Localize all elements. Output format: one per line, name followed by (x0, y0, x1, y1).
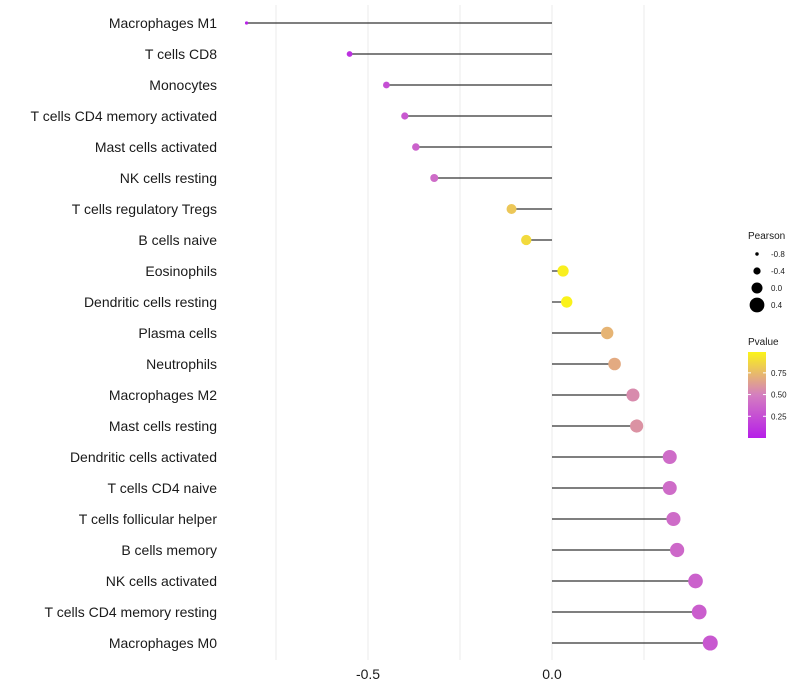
pearson-legend-label: 0.4 (771, 301, 783, 310)
lollipop-point (630, 419, 644, 433)
pearson-legend-label: -0.8 (771, 250, 785, 259)
x-axis-ticks: -0.5 0.0 (356, 666, 562, 682)
lollipop-point (506, 204, 517, 214)
lollipop-point (600, 326, 614, 340)
lollipop-points (244, 21, 718, 651)
lollipop-point (244, 21, 249, 25)
lollipop-point (430, 174, 439, 182)
category-label: T cells follicular helper (79, 511, 218, 527)
pearson-legend-key (751, 282, 763, 294)
category-label: NK cells resting (120, 170, 217, 186)
pvalue-legend-label: 0.50 (771, 391, 787, 400)
pearson-legend-label: -0.4 (771, 267, 785, 276)
category-label: Macrophages M2 (109, 387, 217, 403)
category-label: T cells CD4 memory resting (45, 604, 217, 620)
x-tick-label: -0.5 (356, 666, 380, 682)
pvalue-colorbar (748, 352, 766, 438)
lollipop-point (412, 143, 420, 151)
pvalue-color-legend: Pvalue 0.75 0.50 0.25 (748, 337, 787, 438)
pearson-legend-key (753, 267, 761, 275)
lollipop-point (662, 449, 677, 465)
pearson-size-legend: Pearson -0.8 -0.4 0.0 0.4 (748, 231, 785, 313)
x-tick-label: 0.0 (542, 666, 562, 682)
lollipop-point (626, 388, 640, 402)
category-label: Plasma cells (138, 325, 217, 341)
category-label: T cells CD4 memory activated (31, 108, 217, 124)
pearson-legend-key (755, 252, 759, 256)
pvalue-legend-title: Pvalue (748, 337, 779, 348)
category-label: B cells naive (138, 232, 217, 248)
lollipop-point (383, 81, 390, 89)
lollipop-point (688, 573, 703, 589)
lollipop-point (521, 234, 532, 246)
category-label: Macrophages M0 (109, 635, 217, 651)
category-label: Dendritic cells resting (84, 294, 217, 310)
category-label: NK cells activated (106, 573, 217, 589)
category-label: Monocytes (149, 77, 217, 93)
category-label: Mast cells resting (109, 418, 217, 434)
category-label: Mast cells activated (95, 139, 217, 155)
lollipop-point (691, 604, 707, 620)
category-label: Eosinophils (145, 263, 217, 279)
lollipop-point (662, 480, 677, 496)
lollipop-point (346, 51, 353, 57)
category-label: T cells CD8 (145, 46, 217, 62)
category-label: Dendritic cells activated (70, 449, 217, 465)
category-labels: Macrophages M1 T cells CD8 Monocytes T cell… (31, 15, 218, 651)
category-label: Macrophages M1 (109, 15, 217, 31)
category-label: Neutrophils (146, 356, 217, 372)
lollipop-point (401, 112, 409, 120)
lollipop-point (702, 635, 718, 651)
pearson-legend-label: 0.0 (771, 284, 783, 293)
lollipop-point (670, 542, 685, 558)
lollipop-stems (246, 22, 711, 644)
lollipop-point (608, 357, 621, 371)
lollipop-point (557, 265, 569, 277)
lollipop-point (666, 511, 681, 527)
pvalue-legend-label: 0.75 (771, 369, 787, 378)
pearson-legend-title: Pearson (748, 231, 785, 242)
pvalue-legend-label: 0.25 (771, 412, 787, 421)
category-label: T cells regulatory Tregs (72, 201, 217, 217)
pearson-legend-key (749, 297, 765, 313)
grid-lines (275, 5, 645, 660)
lollipop-point (561, 296, 573, 308)
category-label: B cells memory (121, 542, 217, 558)
category-label: T cells CD4 naive (108, 480, 218, 496)
